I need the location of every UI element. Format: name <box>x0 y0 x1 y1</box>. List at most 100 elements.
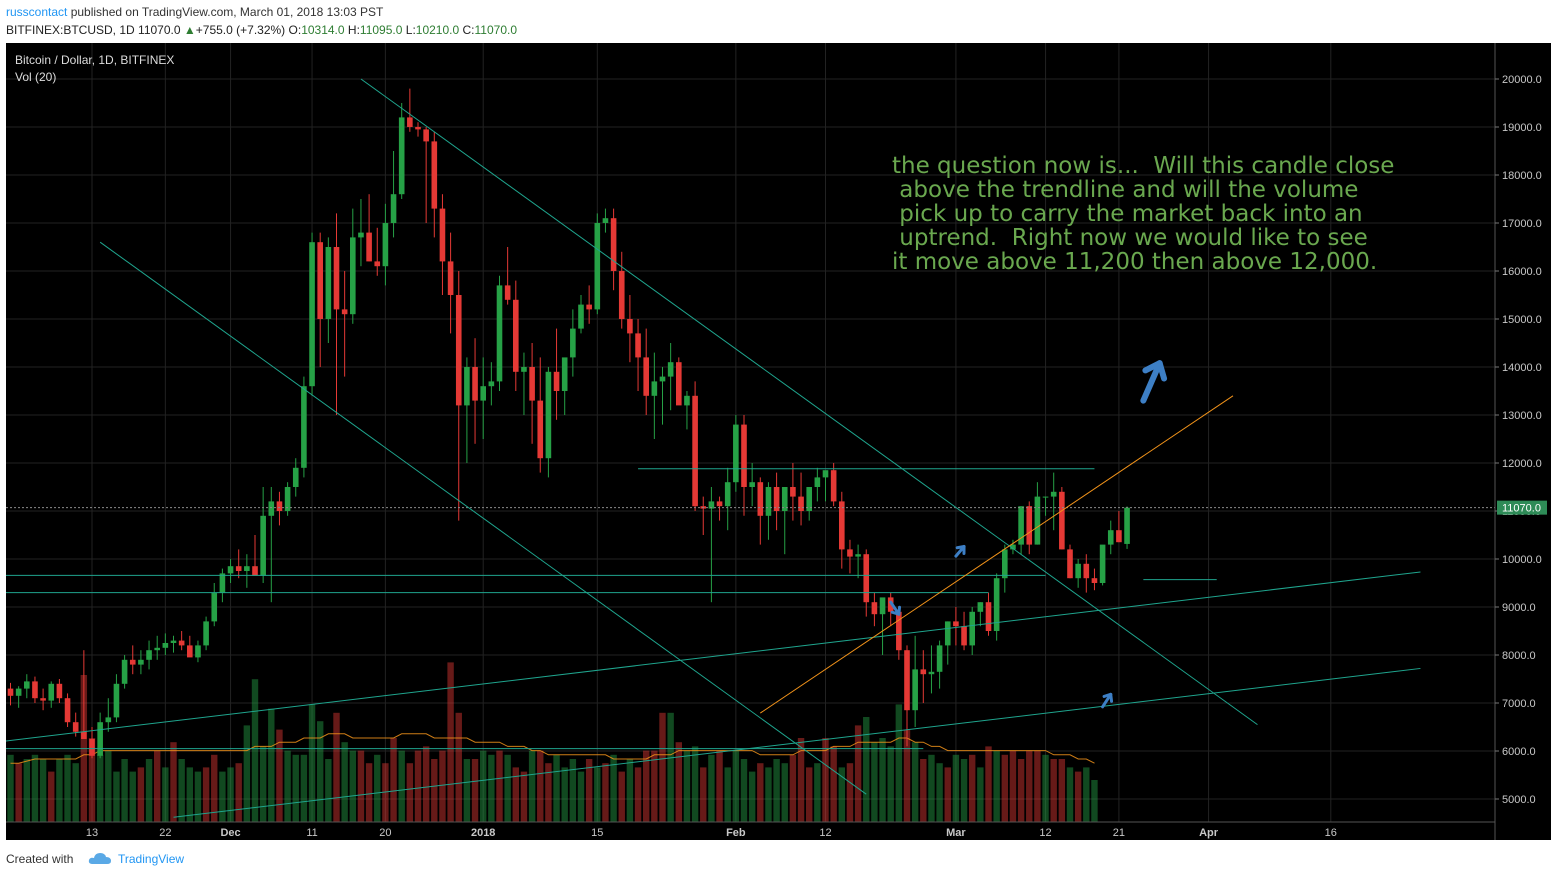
candle-body <box>985 602 992 631</box>
volume-bar <box>447 662 454 822</box>
arrow-head <box>1102 692 1114 703</box>
candle-body <box>570 328 576 358</box>
tradingview-link[interactable]: TradingView <box>118 852 185 866</box>
volume-bar <box>317 721 324 822</box>
candle-body <box>64 698 71 723</box>
volume-bar <box>960 759 968 822</box>
candle-body <box>496 285 503 382</box>
volume-bar <box>211 754 218 822</box>
candle-body <box>659 376 666 382</box>
volume-bar <box>610 754 617 822</box>
candle-body <box>798 496 804 511</box>
candle-body <box>586 304 592 310</box>
candle-body <box>724 482 731 507</box>
candle-body <box>358 232 364 238</box>
tradingview-cloud-icon[interactable] <box>88 851 112 865</box>
candle-body <box>40 698 46 701</box>
candle-body <box>1124 507 1130 544</box>
volume-bar <box>325 759 332 822</box>
candle-body <box>390 194 397 223</box>
arrow-shaft <box>1101 692 1113 709</box>
volume-bar <box>292 754 299 822</box>
price-tick-label: 15000.0 <box>1502 314 1542 326</box>
volume-bar <box>626 759 634 822</box>
volume-bar <box>64 754 71 822</box>
candle-body <box>944 621 951 646</box>
candle-body <box>219 573 226 593</box>
candle-body <box>7 688 14 696</box>
volume-bar <box>455 712 462 822</box>
candle-body <box>1116 530 1122 543</box>
time-tick-label: 22 <box>159 827 171 839</box>
volume-bar <box>928 754 935 822</box>
candle-body <box>439 208 446 262</box>
volume-bar <box>422 746 430 822</box>
low-value: 10210.0 <box>415 23 460 37</box>
candle-body <box>72 722 79 732</box>
volume-bar <box>1042 754 1049 822</box>
volume-bar <box>463 759 471 822</box>
candle-body <box>602 218 609 223</box>
candle-body <box>374 261 381 267</box>
volume-bar <box>528 750 536 822</box>
candle-body <box>667 362 674 377</box>
volume-bar <box>691 746 699 822</box>
volume-bar <box>651 750 658 822</box>
volume-bar <box>382 763 389 822</box>
candle-body <box>325 247 332 319</box>
candle-body <box>839 501 845 550</box>
last-price: 11070.0 <box>138 23 181 37</box>
volume-bar <box>634 767 642 822</box>
candle-body <box>741 424 747 487</box>
candle-body <box>423 129 429 142</box>
candle-body <box>284 487 291 511</box>
candle-body <box>855 554 861 557</box>
candle-body <box>773 487 780 511</box>
volume-bar <box>561 767 568 822</box>
volume-bar <box>911 742 919 822</box>
candle-body <box>1107 530 1114 545</box>
volume-bar <box>594 767 601 822</box>
volume-bar <box>202 767 210 822</box>
candle-body <box>382 223 389 267</box>
volume-bar <box>887 746 894 822</box>
arrow-head <box>1142 360 1168 382</box>
symbol-quote-line: BITFINEX:BTCUSD, 1D 11070.0 ▲+755.0 (+7.… <box>6 23 517 37</box>
time-axis: 13 22 Dec 11 20 2018 15 Feb 12 Mar 12 21 Apr 16 <box>86 827 1337 839</box>
volume-bar <box>765 767 772 822</box>
candle-body <box>749 482 755 487</box>
candle-body <box>81 731 87 739</box>
price-chart[interactable]: the question now is... Will this candle … <box>6 43 1551 840</box>
price-axis-panel[interactable] <box>1495 43 1551 840</box>
volume-bar <box>170 742 177 822</box>
volume-bar <box>439 750 446 822</box>
volume-bar <box>985 746 992 822</box>
volume-bar <box>667 712 674 822</box>
price-tick-label: 6000.0 <box>1502 746 1536 758</box>
candle-body <box>757 482 764 516</box>
candle-body <box>472 367 478 401</box>
created-with-text: Created with <box>6 852 74 866</box>
author-link[interactable]: russcontact <box>6 5 68 19</box>
candle-body <box>309 242 315 387</box>
volume-bar <box>276 729 283 822</box>
volume-bar <box>219 771 226 822</box>
volume-bar <box>1017 759 1025 822</box>
candle-body <box>178 640 185 646</box>
volume-bar <box>895 704 903 822</box>
volume-bar <box>871 742 878 822</box>
candle-body <box>15 688 22 696</box>
time-tick-label: 12 <box>1039 827 1051 839</box>
time-tick-label: 13 <box>86 827 98 839</box>
price-tick-label: 16000.0 <box>1502 266 1542 278</box>
close-value: 11070.0 <box>474 23 518 37</box>
volume-bar <box>814 763 821 822</box>
volume-bar <box>577 771 585 822</box>
open-value: 10314.0 <box>301 23 345 37</box>
arrow-head <box>890 605 902 616</box>
volume-bar <box>129 771 136 822</box>
volume-bar <box>471 759 479 822</box>
price-tick-label: 13000.0 <box>1502 410 1542 422</box>
candle-body <box>635 333 641 358</box>
volume-bar <box>227 767 234 822</box>
